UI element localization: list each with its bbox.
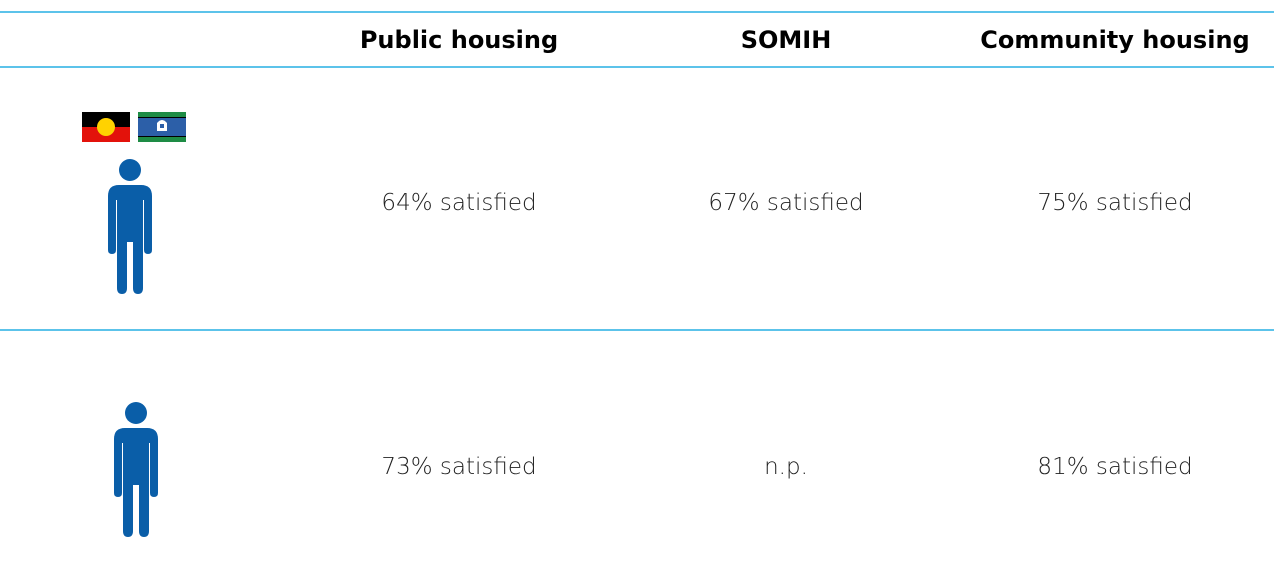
cell: 75% satisfied bbox=[1037, 190, 1193, 216]
rule bbox=[0, 329, 1274, 331]
cell: 67% satisfied bbox=[708, 190, 864, 216]
cell: n.p. bbox=[764, 454, 808, 480]
rule bbox=[0, 66, 1274, 68]
column-header: Community housing bbox=[980, 26, 1250, 54]
cell: 73% satisfied bbox=[381, 454, 537, 480]
column-header: SOMIH bbox=[740, 26, 832, 54]
torres-strait-flag bbox=[138, 112, 186, 142]
icons bbox=[82, 112, 186, 537]
rule bbox=[0, 11, 1274, 13]
person-icon bbox=[114, 402, 158, 537]
person-icon bbox=[108, 159, 152, 294]
cell: 81% satisfied bbox=[1037, 454, 1193, 480]
column-header: Public housing bbox=[359, 26, 559, 54]
cell: 64% satisfied bbox=[381, 190, 537, 216]
aboriginal-flag bbox=[82, 112, 130, 142]
